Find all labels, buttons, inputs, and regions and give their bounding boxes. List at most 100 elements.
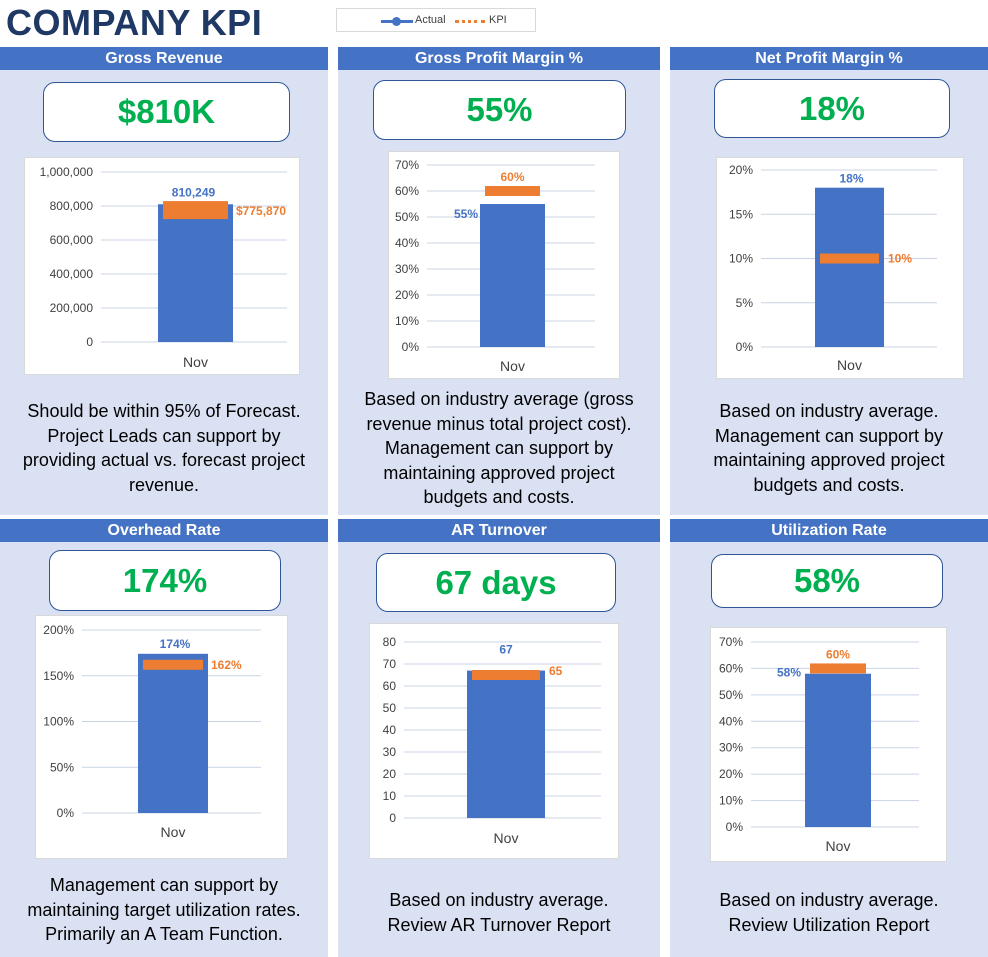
y-tick-label: 10% <box>395 314 419 328</box>
kpi-marker <box>472 670 540 680</box>
panel-header: Overhead Rate <box>0 519 328 542</box>
description-line: revenue minus total project cost). <box>366 413 632 434</box>
description: Should be within 95% of Forecast. Projec… <box>0 399 328 497</box>
description-line: Review Utilization Report <box>728 914 930 935</box>
chart-ar-turnover: 0 10 20 30 40 50 60 70 80 67 65 Nov <box>369 623 619 859</box>
description: Based on industry average (gross revenue… <box>338 387 660 510</box>
data-label-actual: 67 <box>499 643 513 657</box>
y-tick-label: 20% <box>719 767 743 781</box>
y-tick-label: 40% <box>719 714 743 728</box>
description-line: providing actual vs. forecast project <box>22 450 306 470</box>
y-tick-label: 50% <box>395 210 419 224</box>
description-line: Management can support by <box>714 425 944 446</box>
y-tick-label: 400,000 <box>50 267 94 281</box>
y-tick-label: 20% <box>395 288 419 302</box>
legend-actual-swatch <box>381 17 413 26</box>
y-tick-label: 10% <box>719 794 743 808</box>
y-tick-label: 0% <box>726 820 744 834</box>
panel-overhead-rate: Overhead Rate 174% 0% 50% 100% 150% 200% 174%… <box>0 519 328 957</box>
y-tick-label: 0% <box>57 806 75 820</box>
y-tick-label: 60% <box>395 184 419 198</box>
data-label-actual: 18% <box>839 172 863 186</box>
kpi-marker <box>810 663 866 674</box>
y-tick-label: 1,000,000 <box>40 165 94 179</box>
chart-net-profit-margin: 0% 5% 10% 15% 20% 18% 10% Nov <box>716 157 964 379</box>
description-line: Management can support by <box>49 875 279 895</box>
x-tick-label: Nov <box>826 838 851 854</box>
panel-ar-turnover: AR Turnover 67 days 0 10 20 30 40 50 60 70 80 67 6… <box>338 519 660 957</box>
description: Management can support by maintaining ta… <box>0 873 328 947</box>
y-tick-label: 200,000 <box>50 301 94 315</box>
kpi-value-box: 18% <box>714 79 950 138</box>
y-tick-label: 50% <box>719 688 743 702</box>
description-line: Based on industry average. <box>719 401 939 421</box>
description: Based on industry average. Review AR Tur… <box>338 888 660 937</box>
kpi-marker <box>163 201 228 220</box>
description-line: maintaining target utilization rates. <box>27 899 301 920</box>
y-tick-label: 50% <box>50 760 74 774</box>
y-tick-label: 800,000 <box>50 199 94 213</box>
legend: Actual KPI <box>336 8 536 32</box>
bar-actual <box>467 670 545 818</box>
y-tick-label: 40% <box>395 236 419 250</box>
panel-gross-profit-margin: Gross Profit Margin % 55% 0% 10% 20% 30% 40%… <box>338 47 660 515</box>
data-label-kpi: $775,870 <box>236 204 286 218</box>
data-label-kpi: 60% <box>826 647 850 661</box>
data-label-actual: 174% <box>160 637 191 651</box>
panel-header: Gross Profit Margin % <box>338 47 660 70</box>
description: Based on industry average. Management ca… <box>670 399 988 497</box>
kpi-marker <box>820 253 879 264</box>
y-tick-label: 10 <box>383 789 397 803</box>
legend-kpi-label: KPI <box>489 14 507 26</box>
data-label-actual: 55% <box>454 207 478 221</box>
description-line: Should be within 95% of Forecast. <box>27 401 301 421</box>
page-title: COMPANY KPI <box>6 2 263 43</box>
description-line: maintaining approved project <box>713 450 945 470</box>
y-tick-label: 60% <box>719 661 743 675</box>
kpi-value-box: 174% <box>49 550 281 611</box>
kpi-value-box: $810K <box>43 82 290 142</box>
description-line: maintaining approved project <box>383 462 615 483</box>
data-label-kpi: 162% <box>211 658 242 672</box>
bar-actual <box>138 653 208 813</box>
panel-gross-revenue: Gross Revenue $810K 0 200,000 400,000 600,0… <box>0 47 328 515</box>
y-tick-label: 100% <box>43 715 74 729</box>
x-tick-label: Nov <box>161 824 186 840</box>
panel-header: AR Turnover <box>338 519 660 542</box>
y-tick-label: 80 <box>383 635 397 649</box>
data-label-kpi: 60% <box>500 170 524 184</box>
y-tick-label: 10% <box>729 252 753 266</box>
y-tick-label: 15% <box>729 207 753 221</box>
y-tick-label: 70 <box>383 657 397 671</box>
y-tick-label: 30% <box>395 262 419 276</box>
x-tick-label: Nov <box>494 830 519 846</box>
bar-actual <box>480 204 545 347</box>
kpi-marker <box>143 659 203 670</box>
y-tick-label: 0 <box>86 335 93 349</box>
y-tick-label: 0% <box>402 340 420 354</box>
y-tick-label: 0% <box>736 340 754 354</box>
kpi-value-box: 67 days <box>376 553 616 612</box>
y-tick-label: 60 <box>383 679 397 693</box>
y-tick-label: 150% <box>43 669 74 683</box>
y-tick-label: 5% <box>736 296 754 310</box>
y-tick-label: 30 <box>383 745 397 759</box>
bar-actual <box>815 187 884 347</box>
chart-overhead-rate: 0% 50% 100% 150% 200% 174% 162% Nov <box>35 615 288 859</box>
chart-gross-revenue: 0 200,000 400,000 600,000 800,000 1,000,000 81… <box>24 157 300 375</box>
x-tick-label: Nov <box>183 354 208 370</box>
panel-header: Gross Revenue <box>0 47 328 70</box>
y-tick-label: 70% <box>719 635 743 649</box>
description-line: Management can support by <box>384 438 614 458</box>
y-tick-label: 20% <box>729 163 753 177</box>
kpi-value-box: 58% <box>711 554 943 608</box>
panel-header: Net Profit Margin % <box>670 47 988 70</box>
description-line: Project Leads can support by <box>47 425 281 446</box>
bar-actual <box>805 673 871 827</box>
kpi-marker <box>485 186 540 196</box>
description-line: Primarily an A Team Function. <box>45 924 283 944</box>
x-tick-label: Nov <box>837 357 862 373</box>
panel-net-profit-margin: Net Profit Margin % 18% 0% 5% 10% 15% 20% 18%… <box>670 47 988 515</box>
panel-header: Utilization Rate <box>670 519 988 542</box>
bar-actual <box>158 204 233 342</box>
